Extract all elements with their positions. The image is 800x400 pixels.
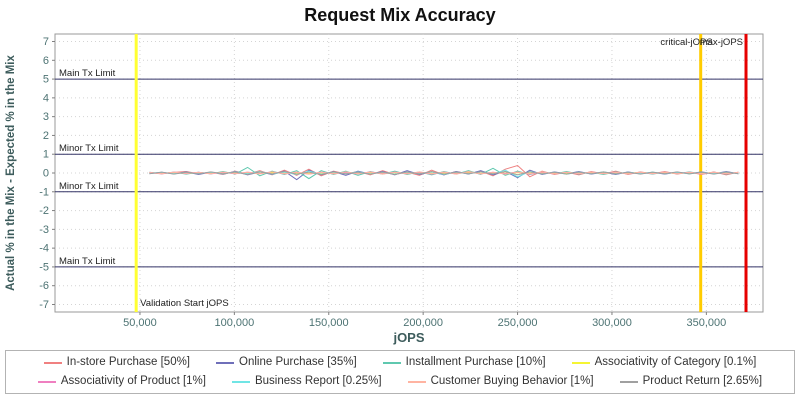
legend-item: Online Purchase [35%] (216, 353, 357, 372)
limit-line-label: Main Tx Limit (59, 68, 116, 79)
legend-label: Customer Buying Behavior [1%] (430, 375, 594, 387)
series-line (149, 170, 739, 175)
legend-label: Business Report [0.25%] (254, 375, 382, 387)
y-tick-label: -7 (39, 299, 49, 311)
legend-label: Associativity of Product [1%] (60, 375, 206, 387)
legend-box: In-store Purchase [50%] Online Purchase [… (5, 350, 795, 394)
x-tick-label: 50,000 (123, 317, 157, 329)
legend-label: Product Return [2.65%] (642, 375, 763, 387)
legend-row: Associativity of Product [1%] Business Re… (10, 372, 790, 391)
y-axis-label: Actual % in the Mix - Expected % in the … (5, 55, 17, 291)
legend-item: Customer Buying Behavior [1%] (407, 372, 594, 391)
y-tick-label: 4 (43, 92, 49, 104)
series-line (149, 170, 739, 176)
y-tick-label: 0 (43, 168, 49, 180)
x-axis-label: jOPS (392, 330, 424, 345)
y-tick-label: -3 (39, 224, 49, 236)
x-tick-label: 100,000 (214, 317, 254, 329)
y-tick-label: -6 (39, 280, 49, 292)
marker-line-label: Validation Start jOPS (140, 298, 229, 309)
legend-swatch (37, 380, 56, 383)
legend-label: In-store Purchase [50%] (66, 356, 191, 368)
legend-item: Associativity of Product [1%] (37, 372, 206, 391)
y-tick-label: -4 (39, 243, 49, 255)
limit-line-label: Minor Tx Limit (59, 181, 119, 192)
legend-label: Installment Purchase [10%] (405, 356, 546, 368)
y-tick-label: 2 (43, 130, 49, 142)
limit-line-label: Minor Tx Limit (59, 143, 119, 154)
y-tick-label: 7 (43, 36, 49, 48)
x-tick-label: 300,000 (592, 317, 632, 329)
y-tick-label: -2 (39, 205, 49, 217)
x-tick-label: 150,000 (309, 317, 349, 329)
legend-swatch (407, 380, 426, 383)
legend-item: Product Return [2.65%] (619, 372, 763, 391)
legend-swatch (619, 380, 638, 383)
y-tick-label: 5 (43, 74, 49, 86)
limit-line-label: Main Tx Limit (59, 256, 116, 267)
legend-item: Business Report [0.25%] (231, 372, 382, 391)
legend-item: Associativity of Category [0.1%] (571, 353, 757, 372)
y-tick-label: -1 (39, 186, 49, 198)
y-tick-label: 6 (43, 55, 49, 67)
legend-label: Online Purchase [35%] (239, 356, 357, 368)
legend-swatch (43, 361, 62, 364)
legend-item: In-store Purchase [50%] (43, 353, 191, 372)
legend-swatch (571, 361, 590, 364)
x-tick-label: 250,000 (498, 317, 538, 329)
legend-label: Associativity of Category [0.1%] (594, 356, 757, 368)
legend-row: In-store Purchase [50%] Online Purchase [… (10, 353, 790, 372)
y-tick-label: -5 (39, 261, 49, 273)
legend-swatch (231, 380, 250, 383)
legend-swatch (382, 361, 401, 364)
y-tick-label: 1 (43, 149, 49, 161)
legend-swatch (216, 361, 235, 364)
x-tick-label: 200,000 (403, 317, 443, 329)
x-tick-label: 350,000 (686, 317, 726, 329)
plot-canvas: Main Tx Limit Minor Tx Limit Minor Tx Limi… (5, 33, 764, 345)
chart-title: Request Mix Accuracy (304, 5, 496, 25)
marker-line-label: critical-jOPS (660, 37, 712, 48)
y-tick-label: 3 (43, 111, 49, 123)
marker-line-label: max-jOPS (700, 37, 743, 48)
legend-item: Installment Purchase [10%] (382, 353, 546, 372)
